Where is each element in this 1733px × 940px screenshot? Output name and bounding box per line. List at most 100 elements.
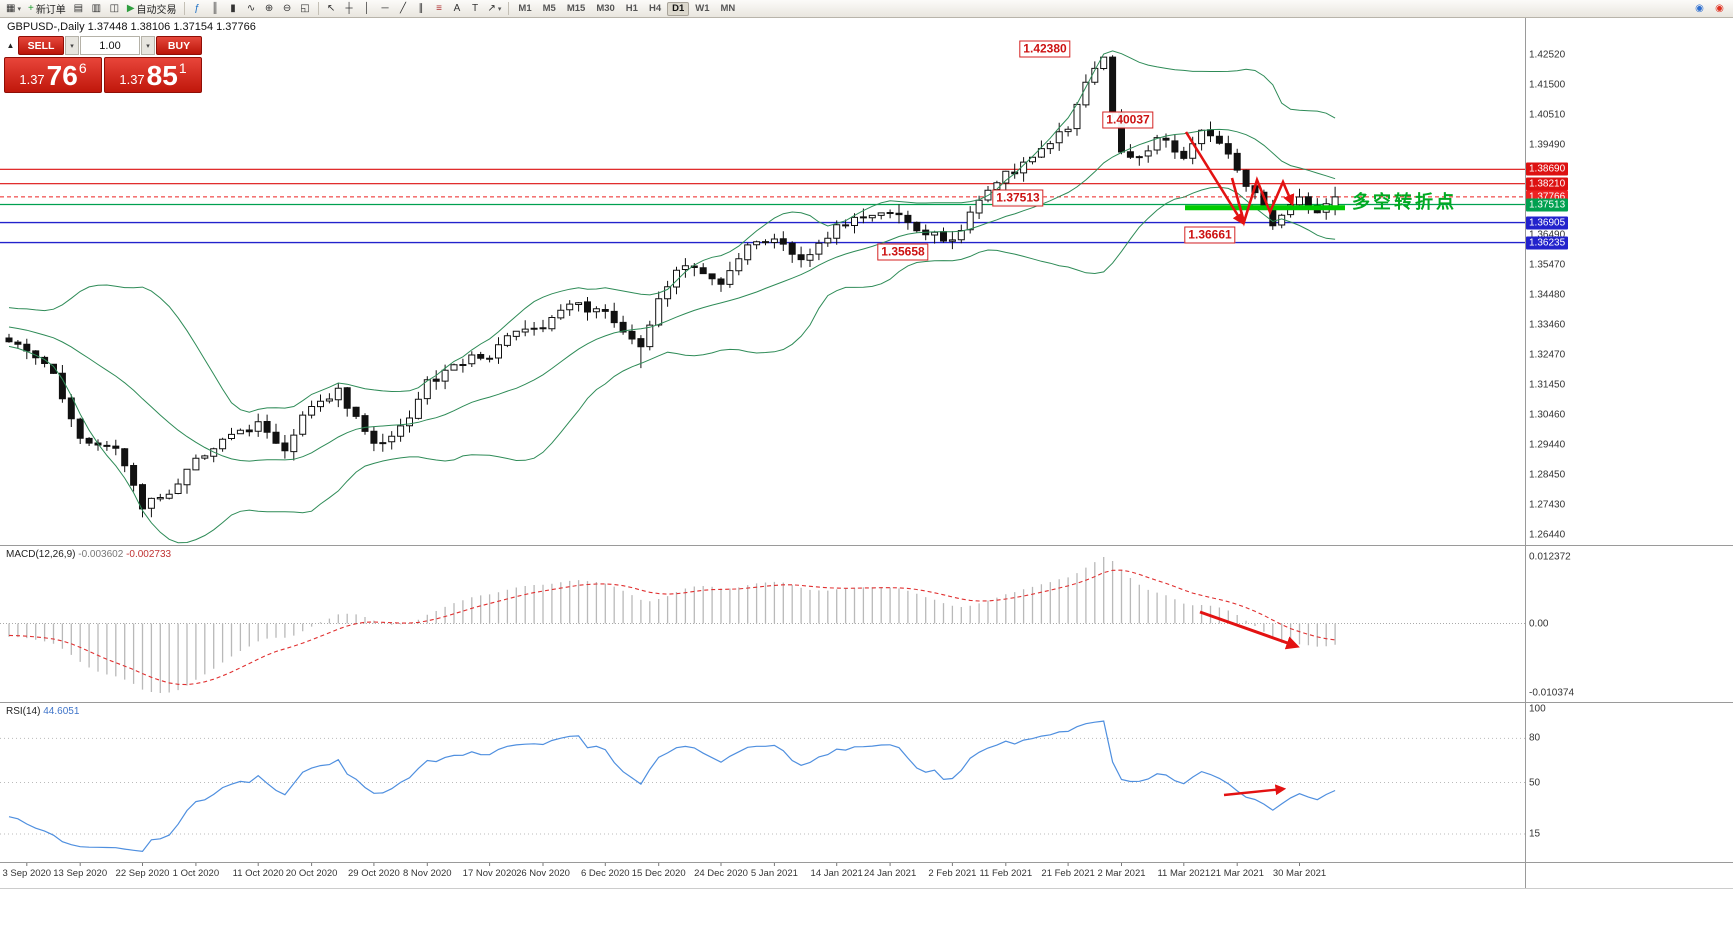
text-button[interactable]: A — [449, 1, 466, 16]
text-icon: A — [453, 2, 461, 14]
price-annotation[interactable]: 1.35658 — [877, 243, 929, 261]
rsi-axis-label: 80 — [1529, 732, 1541, 744]
sell-price-prefix: 1.37 — [19, 72, 45, 87]
autotrading-button[interactable]: ▶ 自动交易 — [124, 1, 180, 16]
rsi-axis-label: 50 — [1529, 777, 1541, 788]
date-label[interactable]: 11 Mar 2021 — [1157, 868, 1211, 879]
price-axis-tag[interactable]: 1.38210 — [1526, 177, 1569, 191]
volume-input[interactable] — [80, 36, 140, 55]
price-annotation[interactable]: 1.36661 — [1184, 226, 1236, 244]
date-label[interactable]: 11 Feb 2021 — [979, 868, 1033, 879]
sell-button[interactable]: SELL — [18, 36, 64, 55]
new-chart-button[interactable]: ▦ ▾ — [3, 1, 24, 16]
navigator-button[interactable]: ◫ — [106, 1, 123, 16]
candlestick-chart-button[interactable]: ▮ — [225, 1, 242, 16]
date-label[interactable]: 26 Nov 2020 — [516, 868, 570, 879]
date-label[interactable]: 2 Feb 2021 — [928, 868, 977, 879]
line-chart-icon: ∿ — [246, 2, 256, 14]
bar-chart-button[interactable]: ║ — [207, 1, 224, 16]
date-label[interactable]: 11 Oct 2020 — [232, 868, 284, 879]
date-label[interactable]: 1 Oct 2020 — [172, 868, 220, 879]
indicators-button[interactable]: ƒ — [189, 1, 206, 16]
notifications-button[interactable]: ◉ — [1711, 1, 1728, 16]
arrows-button[interactable]: ↗ ▾ — [485, 1, 505, 16]
date-label[interactable]: 30 Mar 2021 — [1272, 868, 1327, 879]
timeframe-button-w1[interactable]: W1 — [690, 2, 714, 16]
trendline-button[interactable]: ╱ — [395, 1, 412, 16]
price-axis-tag[interactable]: 1.36235 — [1526, 236, 1569, 250]
date-label[interactable]: 3 Sep 2020 — [2, 868, 52, 879]
data-window-button[interactable]: ▥ — [88, 1, 105, 16]
price-axis-label: 1.31450 — [1529, 379, 1566, 391]
date-label[interactable]: 5 Jan 2021 — [750, 868, 798, 879]
price-axis-tag[interactable]: 1.37513 — [1526, 198, 1569, 211]
date-label[interactable]: 20 Oct 2020 — [285, 868, 338, 879]
trend-arrow[interactable] — [1230, 176, 1295, 227]
timeframe-button-d1[interactable]: D1 — [667, 1, 690, 16]
trend-arrow[interactable] — [1184, 131, 1244, 225]
date-label[interactable]: 24 Dec 2020 — [694, 868, 748, 879]
label-button[interactable]: T — [467, 1, 484, 16]
turning-point-label[interactable]: 多空转折点 — [1352, 192, 1457, 212]
sell-options-caret-icon[interactable]: ▾ — [65, 36, 79, 55]
rsi-trend-arrow[interactable] — [1223, 784, 1287, 797]
date-label[interactable]: 21 Mar 2021 — [1210, 868, 1264, 879]
tile-windows-button[interactable]: ◱ — [297, 1, 314, 16]
volume-caret-icon[interactable]: ▾ — [141, 36, 155, 55]
price-axis-tag[interactable]: 1.36905 — [1526, 216, 1569, 230]
date-label[interactable]: 29 Oct 2020 — [348, 868, 400, 879]
timeframe-button-m1[interactable]: M1 — [513, 2, 536, 16]
date-label[interactable]: 15 Dec 2020 — [631, 868, 686, 879]
vertical-line-icon: │ — [363, 2, 371, 14]
timeframe-button-h4[interactable]: H4 — [644, 2, 666, 16]
price-annotation[interactable]: 1.37513 — [992, 189, 1044, 206]
price-annotation[interactable]: 1.42380 — [1019, 40, 1071, 58]
date-label[interactable]: 8 Nov 2020 — [403, 868, 452, 879]
date-label[interactable]: 24 Jan 2021 — [863, 868, 917, 879]
macd-trend-arrow[interactable] — [1199, 610, 1300, 650]
fibonacci-button[interactable]: ≡ — [431, 1, 448, 16]
date-label[interactable]: 17 Nov 2020 — [462, 868, 517, 879]
vertical-line-button[interactable]: │ — [359, 1, 376, 16]
timeframe-button-h1[interactable]: H1 — [621, 2, 643, 16]
date-label[interactable]: 14 Jan 2021 — [810, 868, 863, 879]
buy-price-box[interactable]: 1.37 85 1 — [104, 57, 202, 93]
line-chart-button[interactable]: ∿ — [243, 1, 260, 16]
timeframe-button-m30[interactable]: M30 — [591, 2, 619, 16]
collapse-trade-panel-icon[interactable]: ▲ — [4, 36, 17, 55]
timeframe-button-m5[interactable]: M5 — [538, 2, 561, 16]
cursor-button[interactable]: ↖ — [323, 1, 340, 16]
equidistant-channel-button[interactable]: ∥ — [413, 1, 430, 16]
bollinger-middle-band[interactable] — [8, 128, 1336, 462]
rsi-indicator-label: RSI(14) 44.6051 — [6, 706, 79, 717]
buy-price-sup: 1 — [178, 60, 187, 76]
new-order-button[interactable]: + 新订单 — [25, 1, 69, 16]
bear-candles[interactable] — [5, 56, 1321, 510]
community-button[interactable]: ◉ — [1691, 1, 1708, 16]
crosshair-button[interactable]: ┼ — [341, 1, 358, 16]
macd-histogram — [8, 557, 1336, 693]
zoom-in-button[interactable]: ⊕ — [261, 1, 278, 16]
date-label[interactable]: 2 Mar 2021 — [1097, 868, 1146, 879]
timeframe-button-mn[interactable]: MN — [716, 2, 741, 16]
new-order-button-label: 新订单 — [35, 5, 66, 16]
macd-axis-label: 0.012372 — [1529, 551, 1571, 563]
sell-price-box[interactable]: 1.37 76 6 — [4, 57, 102, 93]
buy-button[interactable]: BUY — [156, 36, 202, 55]
zoom-out-button[interactable]: ⊖ — [279, 1, 296, 16]
price-axis-tag[interactable]: 1.38690 — [1526, 162, 1569, 176]
date-label[interactable]: 21 Feb 2021 — [1041, 868, 1095, 879]
bollinger-upper-band[interactable] — [8, 50, 1336, 413]
rsi-value: 44.6051 — [43, 706, 80, 717]
horizontal-line-button[interactable]: ─ — [377, 1, 394, 16]
date-label[interactable]: 22 Sep 2020 — [115, 868, 170, 879]
market-watch-button[interactable]: ▤ — [70, 1, 87, 16]
toolbar-separator — [508, 2, 510, 15]
bollinger-lower-band[interactable] — [8, 186, 1336, 544]
bull-candles[interactable] — [147, 56, 1339, 509]
date-label[interactable]: 13 Sep 2020 — [53, 868, 108, 879]
date-label[interactable]: 6 Dec 2020 — [581, 868, 630, 879]
price-annotation[interactable]: 1.40037 — [1102, 111, 1154, 129]
timeframe-button-m15[interactable]: M15 — [562, 2, 590, 16]
